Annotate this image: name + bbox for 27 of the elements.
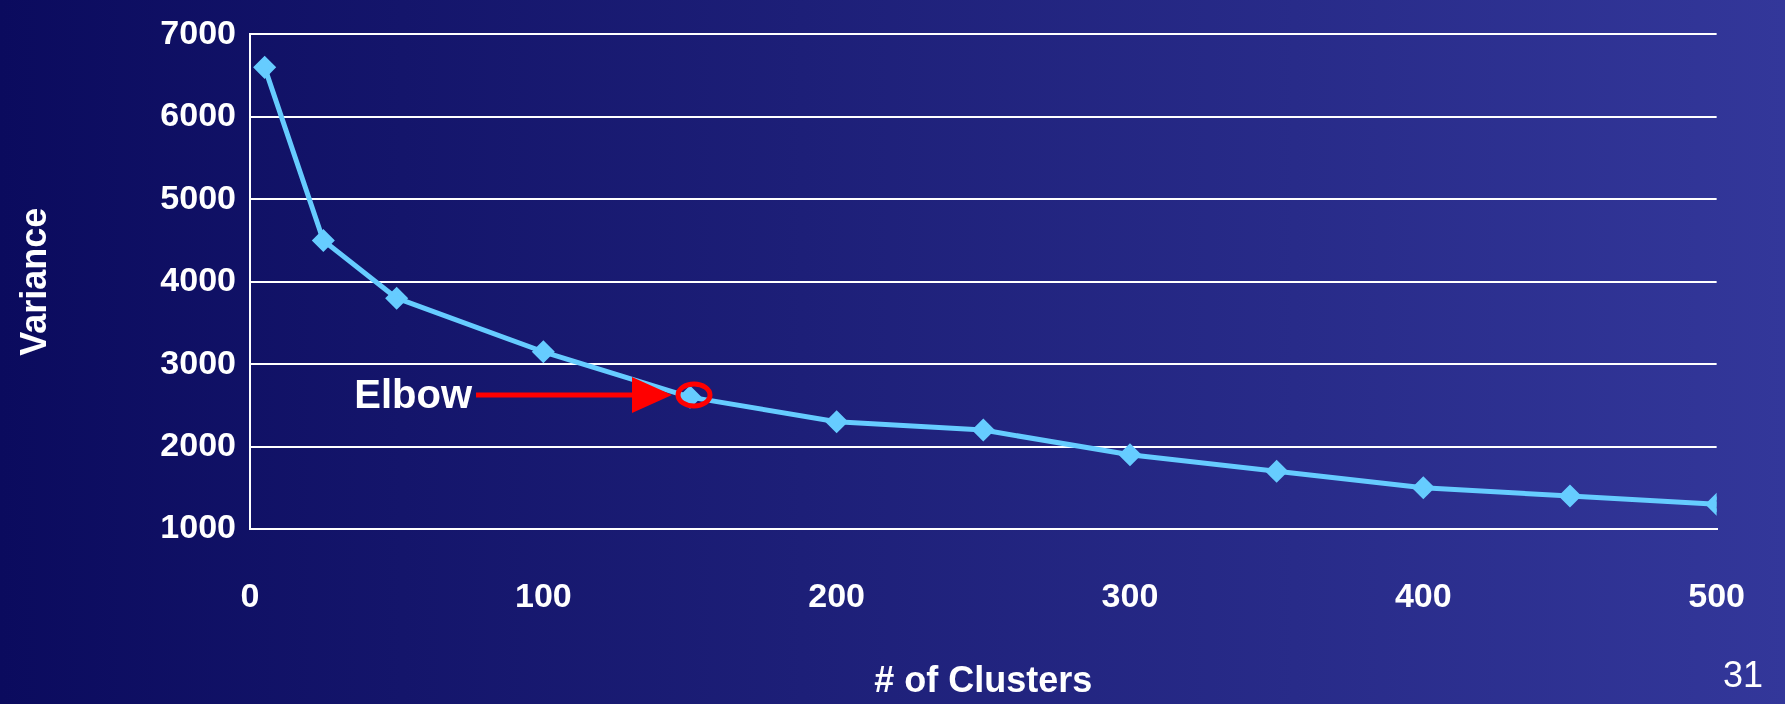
x-tick-label: 100 bbox=[514, 575, 572, 614]
y-tick-label: 2000 bbox=[160, 424, 236, 463]
y-tick-label: 1000 bbox=[160, 507, 236, 546]
point bbox=[972, 419, 994, 441]
y-tick-label: 6000 bbox=[160, 95, 236, 134]
text: 31 bbox=[1722, 654, 1763, 696]
x-tick-label: 300 bbox=[1101, 575, 1159, 614]
y-tick-label: 5000 bbox=[160, 177, 236, 216]
x-tick-label: 500 bbox=[1688, 575, 1745, 614]
point bbox=[532, 341, 554, 363]
point bbox=[1559, 485, 1581, 507]
annotation: Elbow bbox=[354, 372, 472, 417]
x-axis-title: # of Clusters bbox=[874, 659, 1093, 701]
point bbox=[312, 229, 334, 251]
point bbox=[1412, 477, 1434, 499]
y-tick-label: 3000 bbox=[160, 342, 236, 381]
x-tick-label: 200 bbox=[808, 575, 866, 614]
y-tick-label: 4000 bbox=[160, 260, 236, 299]
point bbox=[386, 287, 408, 309]
x-tick-label: 0 bbox=[240, 575, 260, 614]
point bbox=[826, 411, 848, 433]
y-tick-label: 7000 bbox=[160, 12, 236, 51]
point bbox=[254, 56, 276, 78]
point bbox=[1119, 444, 1141, 466]
x-tick-label: 400 bbox=[1394, 575, 1452, 614]
y-axis-title: Variance bbox=[12, 207, 54, 356]
point bbox=[1266, 460, 1288, 482]
